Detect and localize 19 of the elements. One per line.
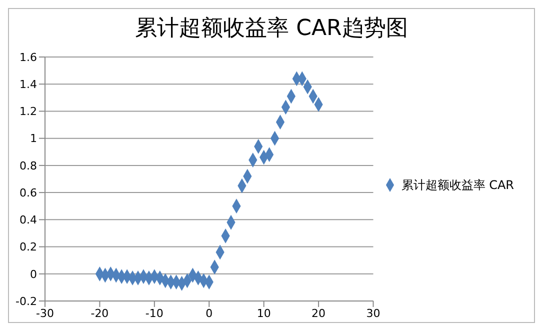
x-tick-label: 10: [256, 306, 271, 320]
y-tick-label: 0.8: [20, 159, 37, 172]
x-tick-label: -30: [36, 306, 54, 320]
y-tick-label: 0: [30, 268, 37, 281]
x-tick-label: -10: [145, 306, 164, 320]
legend-label: 累计超额收益率 CAR: [401, 178, 514, 192]
y-tick-label: 0.6: [20, 186, 37, 200]
x-tick-label: 20: [312, 306, 326, 320]
y-tick-label: 0.4: [20, 214, 37, 227]
x-tick-label: -20: [90, 306, 109, 320]
chart-title: 累计超额收益率 CAR趋势图: [134, 15, 409, 43]
x-tick-label: 30: [366, 306, 380, 320]
y-tick-label: -0.2: [16, 294, 37, 308]
y-tick-label: 1.6: [20, 50, 37, 64]
y-tick-label: 0.2: [20, 240, 37, 254]
y-tick-label: 1.2: [20, 105, 37, 118]
y-tick-label: 1: [30, 132, 37, 146]
y-tick-label: 1.4: [20, 78, 37, 92]
x-tick-label: 0: [206, 306, 213, 320]
